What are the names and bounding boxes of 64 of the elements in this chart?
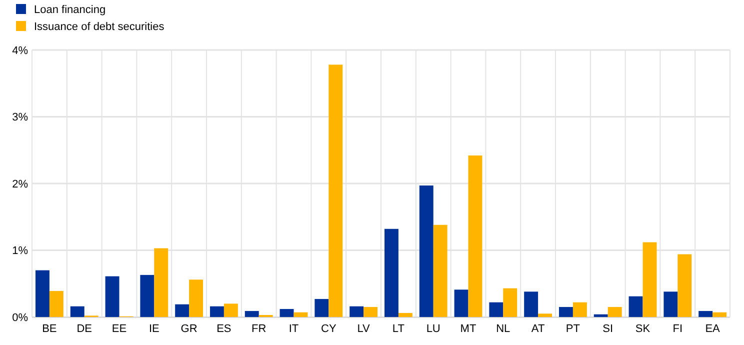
bar <box>678 254 692 317</box>
bar <box>35 270 50 317</box>
bar <box>70 306 84 317</box>
y-tick-label: 0% <box>12 312 28 324</box>
bar <box>384 228 398 317</box>
bar <box>328 64 343 317</box>
x-tick-label: LU <box>426 323 440 335</box>
x-tick-label: MT <box>460 323 476 335</box>
bar <box>538 314 552 317</box>
x-tick-label: LV <box>357 323 371 335</box>
bar <box>524 292 538 317</box>
y-tick-label: 3% <box>12 112 28 124</box>
x-tick-label: PT <box>566 323 580 335</box>
x-tick-label: IE <box>148 323 160 335</box>
bar <box>350 306 364 317</box>
bar <box>419 186 434 317</box>
bar <box>210 306 224 317</box>
bar <box>489 302 504 317</box>
bar <box>558 306 573 317</box>
bar <box>398 312 412 317</box>
bar <box>175 304 190 317</box>
bar <box>244 310 259 317</box>
bar <box>314 298 329 317</box>
legend-label: Issuance of debt securities <box>34 20 165 33</box>
bar <box>154 248 168 317</box>
bar <box>698 310 713 317</box>
bar <box>49 290 64 317</box>
bar <box>294 312 308 317</box>
bar <box>105 276 120 317</box>
x-tick-label: FI <box>672 323 683 335</box>
x-tick-label: BE <box>42 323 57 335</box>
y-tick-label: 4% <box>12 44 28 57</box>
x-tick-label: CY <box>321 323 337 335</box>
legend-label: Loan financing <box>34 4 106 16</box>
x-tick-label: SI <box>602 323 614 335</box>
bar <box>608 306 622 317</box>
bar <box>140 274 154 317</box>
x-tick-label: IT <box>288 323 299 335</box>
bar <box>628 296 643 317</box>
x-tick-label: SK <box>635 323 651 335</box>
bar <box>364 306 378 317</box>
x-tick-label: EE <box>112 323 127 335</box>
x-tick-label: AT <box>531 323 545 335</box>
bar <box>468 155 482 317</box>
bar <box>664 292 678 317</box>
bar <box>280 308 294 317</box>
bar <box>712 312 727 317</box>
bar <box>189 280 204 317</box>
x-tick-label: LT <box>392 323 405 335</box>
bar <box>454 290 468 317</box>
bar <box>572 302 587 317</box>
bar <box>594 314 608 317</box>
x-tick-label: GR <box>180 323 198 335</box>
bar <box>433 224 448 317</box>
bar <box>224 304 238 317</box>
x-tick-label: DE <box>76 323 92 335</box>
bar <box>503 288 518 317</box>
x-tick-label: FR <box>252 323 266 335</box>
x-tick-label: NL <box>496 323 510 335</box>
y-tick-label: 2% <box>12 178 28 190</box>
x-tick-label: EA <box>705 323 721 335</box>
y-tick-label: 1% <box>12 245 28 258</box>
x-tick-label: ES <box>216 323 232 335</box>
bar <box>642 242 657 317</box>
